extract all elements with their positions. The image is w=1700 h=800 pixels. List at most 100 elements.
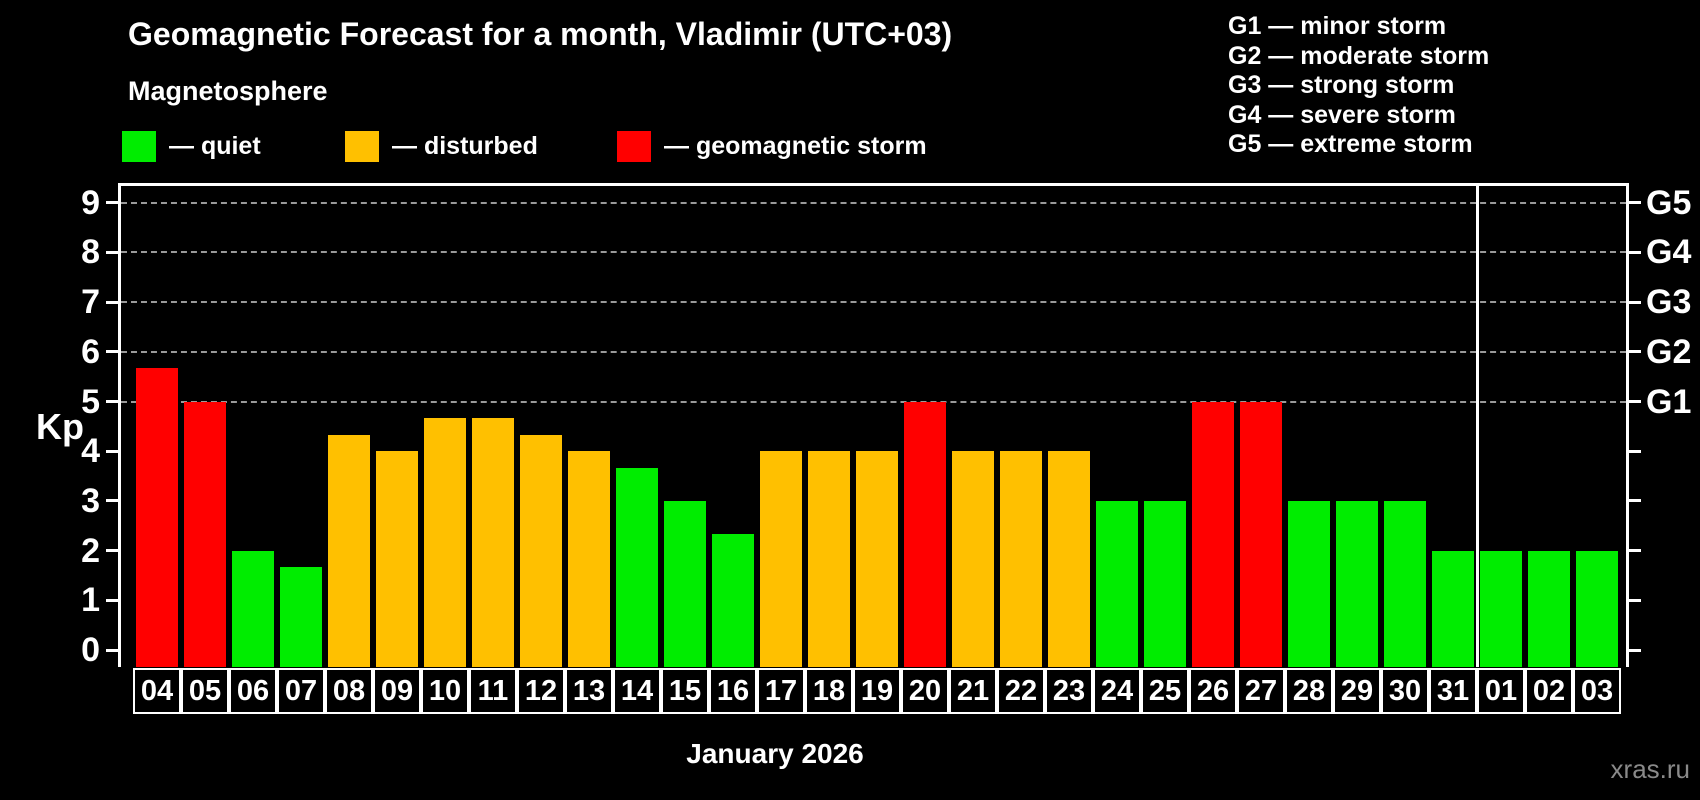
right-tick-1 — [1629, 598, 1641, 602]
bar-day-18 — [808, 451, 850, 667]
x-label-18: 18 — [805, 668, 853, 714]
legend-label-quiet: — quiet — [169, 131, 261, 160]
x-label-09: 09 — [373, 668, 421, 714]
legend-item-quiet: — quiet — [122, 130, 261, 162]
left-tick-5 — [106, 400, 118, 403]
bar-day-30 — [1384, 500, 1426, 667]
bar-day-11 — [472, 417, 514, 667]
x-label-10: 10 — [421, 668, 469, 714]
g-scale-legend: G1 — minor storm G2 — moderate storm G3 … — [1228, 12, 1489, 160]
g-axis-label-g3: G3 — [1646, 283, 1692, 322]
y-axis-label-3: 3 — [81, 481, 100, 520]
g-axis-label-g4: G4 — [1646, 233, 1692, 272]
bar-day-24 — [1096, 500, 1138, 667]
left-tick-0 — [106, 648, 118, 652]
disturbed-color-swatch — [345, 130, 379, 162]
bar-day-19 — [856, 451, 898, 667]
left-axis-line — [118, 183, 121, 667]
left-tick-6 — [106, 350, 118, 354]
x-label-13: 13 — [565, 668, 613, 714]
g3-legend-line: G3 — strong storm — [1228, 71, 1455, 100]
legend-label-storm: — geomagnetic storm — [664, 131, 927, 160]
x-label-04: 04 — [133, 668, 181, 714]
x-label-12: 12 — [517, 668, 565, 714]
bar-day-23 — [1048, 451, 1090, 667]
left-tick-7 — [106, 300, 118, 304]
x-label-08: 08 — [325, 668, 373, 714]
y-axis-label-7: 7 — [81, 283, 100, 322]
page-title: Geomagnetic Forecast for a month, Vladim… — [128, 16, 953, 52]
magnetosphere-heading: Magnetosphere — [128, 76, 328, 106]
left-tick-3 — [106, 499, 118, 503]
x-label-21: 21 — [949, 668, 997, 714]
gridline-kp5 — [121, 400, 1626, 403]
x-label-03: 03 — [1573, 668, 1621, 714]
left-tick-8 — [106, 250, 118, 254]
bar-day-14 — [616, 467, 658, 667]
bar-day-03 — [1576, 550, 1618, 667]
bar-day-21 — [952, 451, 994, 667]
x-label-25: 25 — [1141, 668, 1189, 714]
g-axis-label-g2: G2 — [1646, 332, 1692, 371]
y-axis-label-2: 2 — [81, 531, 100, 570]
right-tick-7 — [1629, 300, 1641, 304]
y-axis-label-6: 6 — [81, 332, 100, 371]
watermark: xras.ru — [1610, 754, 1690, 784]
x-label-11: 11 — [469, 668, 517, 714]
x-label-14: 14 — [613, 668, 661, 714]
bar-day-09 — [376, 451, 418, 667]
x-label-22: 22 — [997, 668, 1045, 714]
left-tick-1 — [106, 598, 118, 602]
g1-legend-line: G1 — minor storm — [1228, 12, 1447, 40]
y-axis-label-1: 1 — [81, 581, 100, 620]
right-tick-6 — [1629, 350, 1641, 354]
bar-day-01 — [1480, 550, 1522, 667]
month-boundary-line — [1475, 183, 1479, 667]
bar-day-20 — [904, 401, 946, 667]
x-label-17: 17 — [757, 668, 805, 714]
bar-day-28 — [1288, 500, 1330, 667]
x-label-16: 16 — [709, 668, 757, 714]
g5-legend-line: G5 — extreme storm — [1228, 130, 1473, 159]
x-label-30: 30 — [1381, 668, 1429, 714]
x-axis-month-label: January 2026 — [686, 738, 864, 769]
gridline-kp7 — [121, 301, 1626, 304]
x-label-02: 02 — [1525, 668, 1573, 714]
bar-day-25 — [1144, 500, 1186, 667]
bar-day-29 — [1336, 500, 1378, 667]
x-label-15: 15 — [661, 668, 709, 714]
x-label-24: 24 — [1093, 668, 1141, 714]
gridline-kp9 — [121, 201, 1626, 204]
x-label-31: 31 — [1429, 668, 1477, 714]
right-tick-8 — [1629, 250, 1641, 254]
left-tick-2 — [106, 549, 118, 553]
bar-day-12 — [520, 434, 562, 667]
x-label-19: 19 — [853, 668, 901, 714]
bar-day-02 — [1528, 550, 1570, 667]
right-axis-line — [1626, 183, 1629, 667]
right-tick-4 — [1629, 449, 1641, 453]
bar-day-22 — [1000, 451, 1042, 667]
right-tick-5 — [1629, 400, 1641, 403]
bar-day-04 — [136, 368, 178, 667]
right-tick-3 — [1629, 499, 1641, 503]
bar-day-07 — [280, 567, 322, 667]
bar-day-08 — [328, 434, 370, 667]
bar-day-17 — [760, 451, 802, 667]
bar-day-16 — [712, 534, 754, 667]
x-label-01: 01 — [1477, 668, 1525, 714]
plot-top-border — [118, 183, 1629, 186]
x-label-05: 05 — [181, 668, 229, 714]
x-label-20: 20 — [901, 668, 949, 714]
legend-item-storm: — geomagnetic storm — [617, 130, 927, 162]
x-label-27: 27 — [1237, 668, 1285, 714]
g-axis-label-g5: G5 — [1646, 183, 1692, 222]
x-label-23: 23 — [1045, 668, 1093, 714]
legend-label-disturbed: — disturbed — [392, 131, 538, 160]
x-label-29: 29 — [1333, 668, 1381, 714]
y-axis-label-8: 8 — [81, 233, 100, 272]
g2-legend-line: G2 — moderate storm — [1228, 41, 1490, 70]
x-label-06: 06 — [229, 668, 277, 714]
bar-day-13 — [568, 451, 610, 667]
left-tick-9 — [106, 201, 118, 205]
